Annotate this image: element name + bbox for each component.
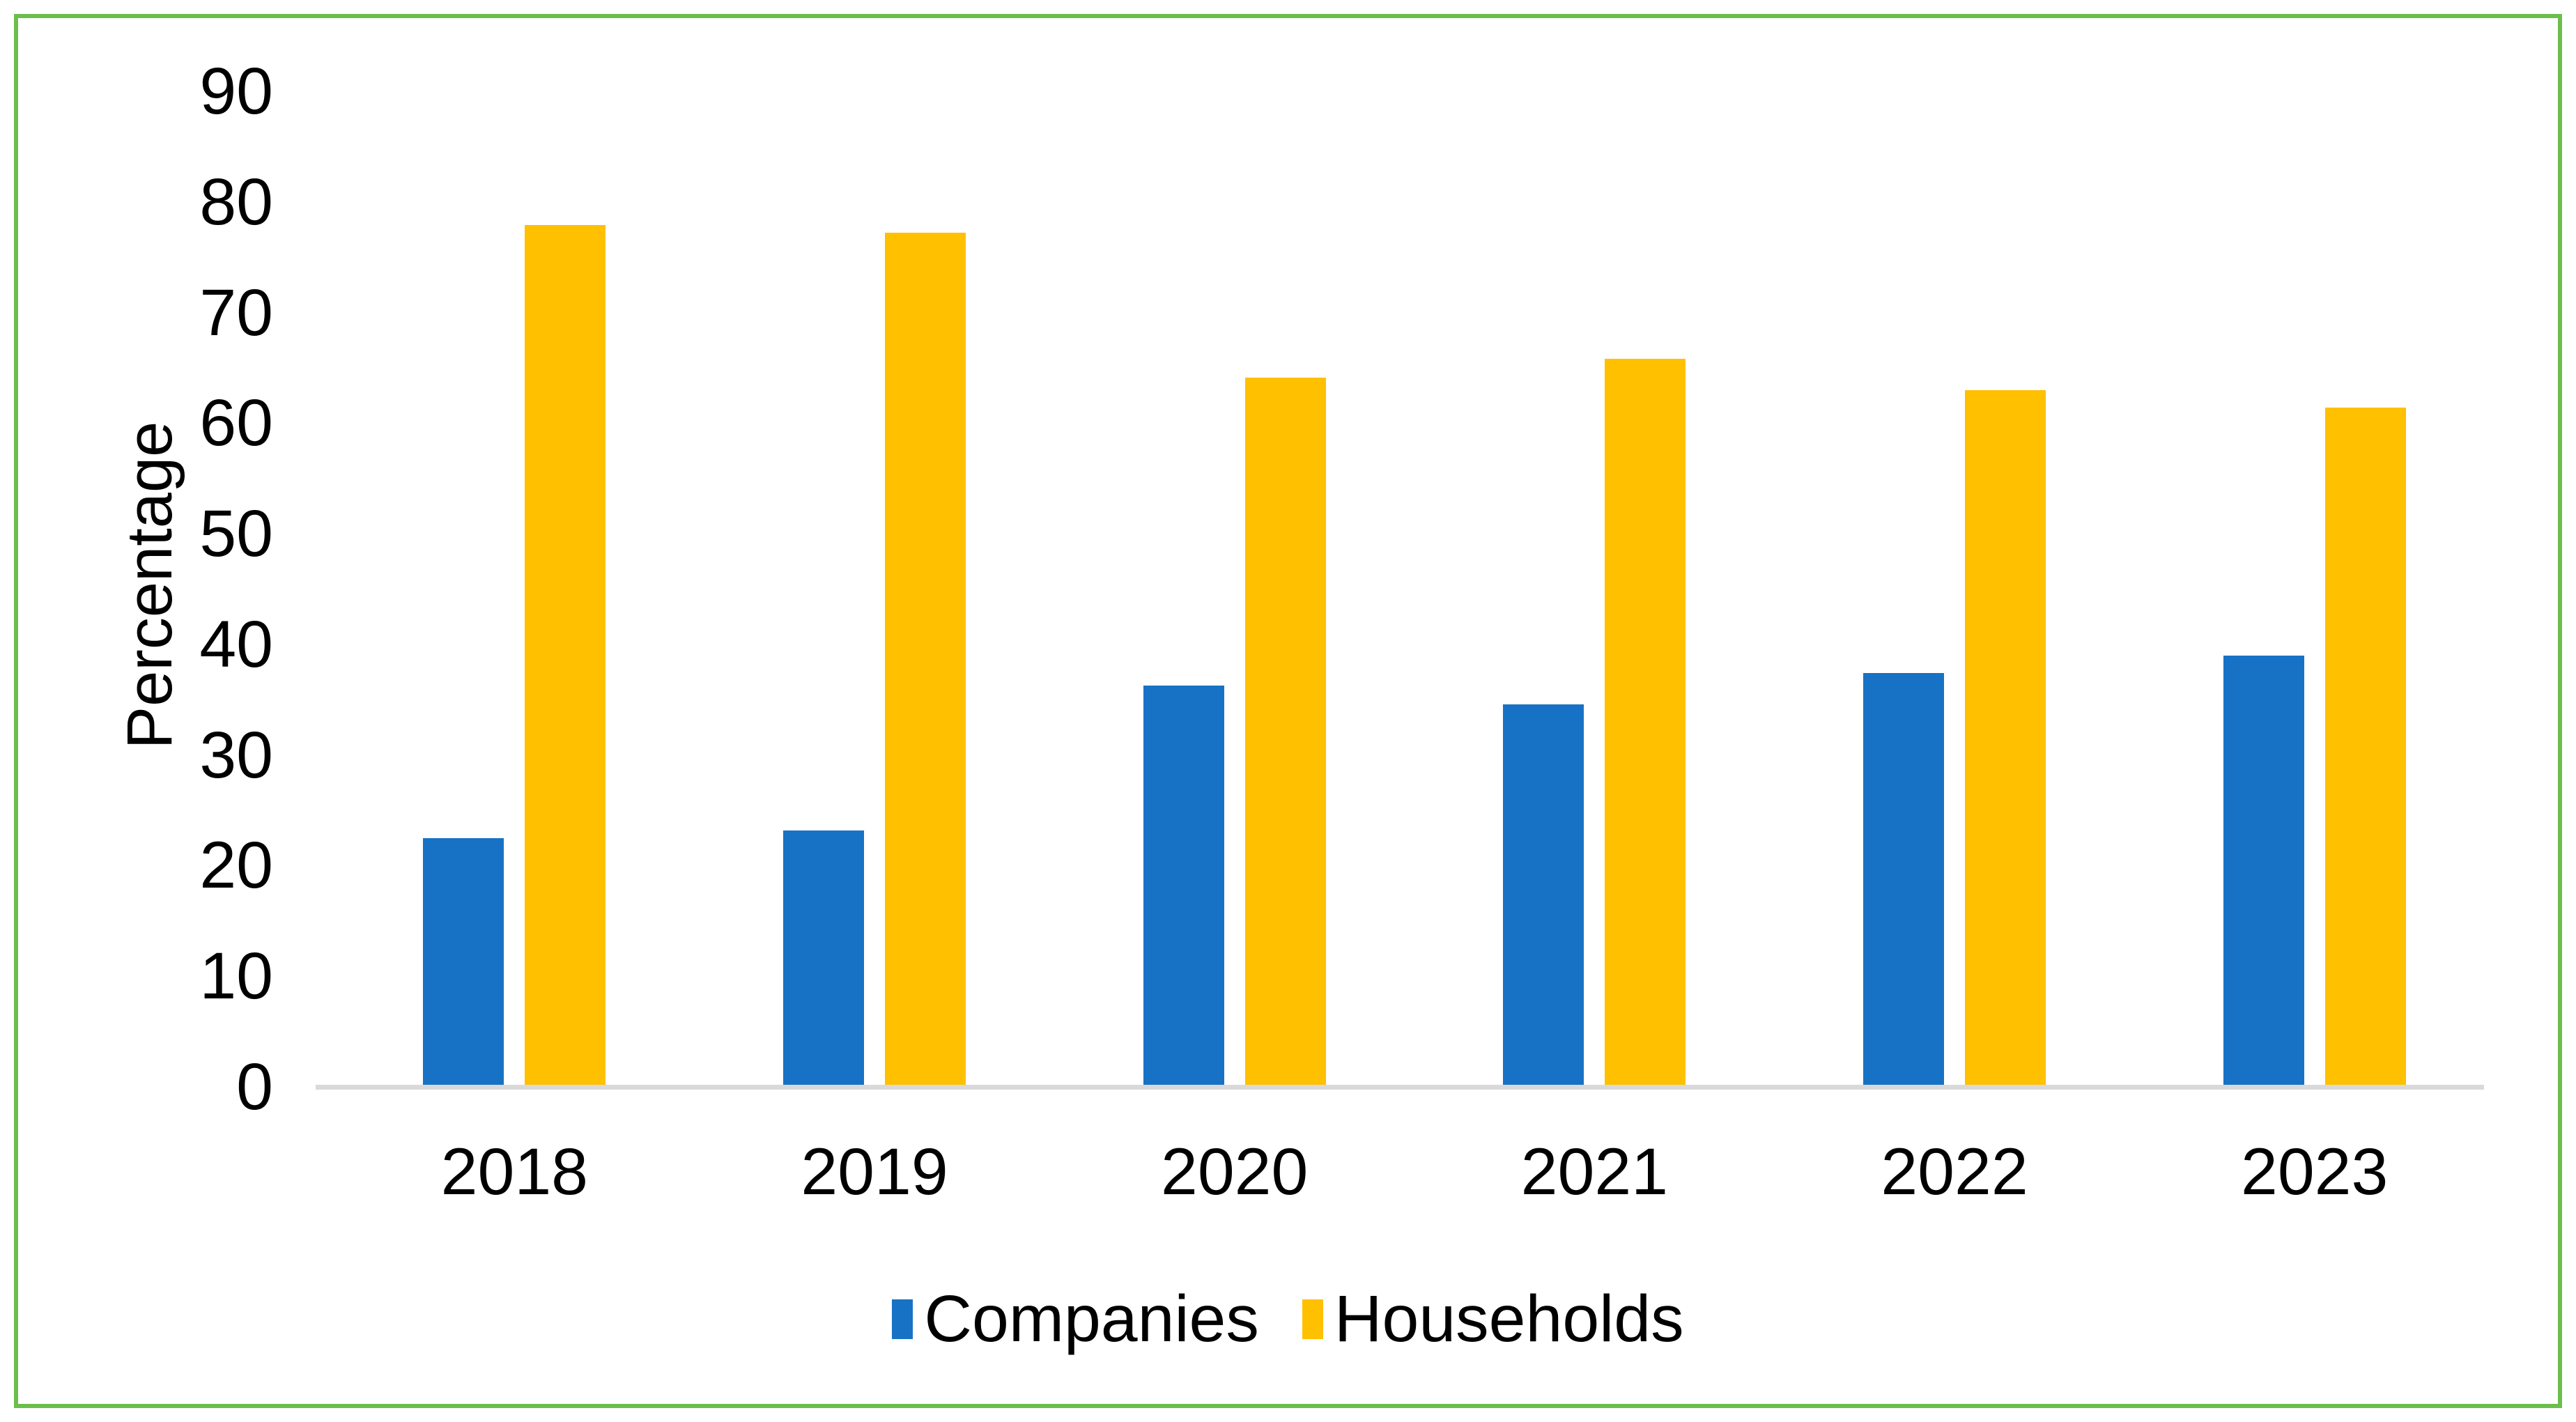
bar-group-2022 (1775, 91, 2135, 1085)
x-tick-label-2018: 2018 (440, 1135, 588, 1209)
y-tick-label-90: 90 (199, 54, 273, 128)
x-tick-label-2022: 2022 (1881, 1135, 2028, 1209)
bar-companies-2019 (782, 830, 864, 1085)
x-tick-label-2020: 2020 (1160, 1135, 1309, 1209)
bar-group-2021 (1414, 91, 1775, 1085)
bar-households-2022 (1964, 389, 2046, 1085)
y-tick-label-10: 10 (199, 939, 273, 1014)
y-tick-label-40: 40 (199, 607, 273, 681)
y-tick-label-20: 20 (199, 828, 273, 903)
bar-group-2020 (1054, 91, 1414, 1085)
bar-households-2021 (1605, 359, 1686, 1085)
y-tick-label-60: 60 (199, 386, 273, 461)
households-swatch-icon (1302, 1299, 1323, 1339)
companies-swatch-icon (892, 1299, 913, 1339)
legend-item-companies: Companies (892, 1281, 1259, 1357)
legend-label-households: Households (1334, 1282, 1684, 1356)
y-tick-label-30: 30 (199, 718, 273, 792)
legend-item-households: Households (1302, 1281, 1684, 1357)
plot-area (334, 91, 2494, 1085)
legend: Companies Households (0, 1281, 2576, 1357)
bar-companies-2023 (2223, 655, 2304, 1085)
x-tick-label-2023: 2023 (2240, 1135, 2389, 1209)
bar-group-2018 (334, 91, 695, 1085)
x-axis-line (316, 1085, 2484, 1090)
y-tick-label-0: 0 (236, 1050, 273, 1124)
bar-households-2023 (2324, 408, 2406, 1085)
bar-group-2019 (695, 91, 1055, 1085)
bar-companies-2020 (1143, 685, 1224, 1085)
bar-households-2018 (525, 225, 606, 1085)
bar-households-2020 (1244, 378, 1326, 1085)
y-tick-label-70: 70 (199, 275, 273, 350)
legend-label-companies: Companies (924, 1282, 1259, 1356)
bar-households-2019 (884, 233, 966, 1085)
bar-companies-2018 (423, 837, 504, 1085)
x-tick-label-2019: 2019 (801, 1135, 948, 1209)
x-tick-label-2021: 2021 (1520, 1135, 1668, 1209)
y-tick-label-80: 80 (199, 164, 273, 239)
bar-companies-2021 (1503, 704, 1584, 1085)
bar-companies-2022 (1862, 673, 1944, 1085)
bar-group-2023 (2134, 91, 2494, 1085)
y-tick-label-50: 50 (199, 497, 273, 571)
